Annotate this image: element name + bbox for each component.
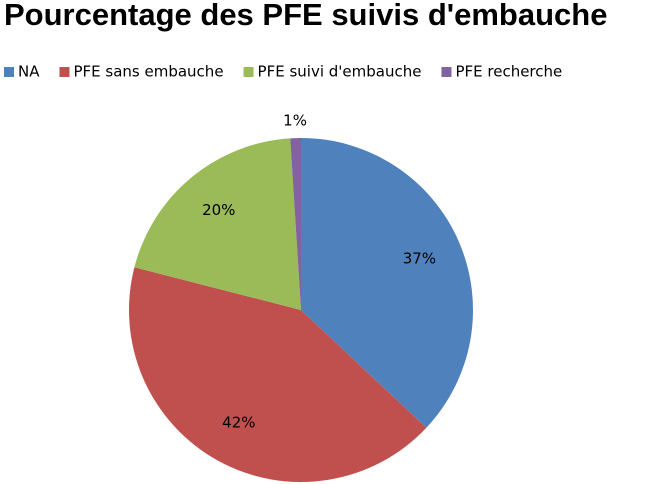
legend-label: PFE sans embauche xyxy=(73,63,223,81)
legend-label: NA xyxy=(18,63,40,81)
data-label: 1% xyxy=(283,111,307,129)
legend-marker xyxy=(4,67,14,77)
chart-title: Pourcentage des PFE suivis d'embauche xyxy=(4,0,607,32)
pie-slice xyxy=(129,267,427,482)
legend-marker xyxy=(441,67,452,77)
pie-slice xyxy=(290,138,301,310)
pie-slice xyxy=(301,138,473,428)
legend-label: PFE recherche xyxy=(455,63,562,81)
data-label: 37% xyxy=(403,249,436,267)
legend-marker xyxy=(243,67,254,77)
data-label: 42% xyxy=(222,414,255,432)
legend-label: PFE suivi d'embauche xyxy=(258,63,422,81)
pie-slice xyxy=(134,138,301,310)
data-label: 20% xyxy=(202,201,235,219)
legend-marker xyxy=(59,67,70,77)
